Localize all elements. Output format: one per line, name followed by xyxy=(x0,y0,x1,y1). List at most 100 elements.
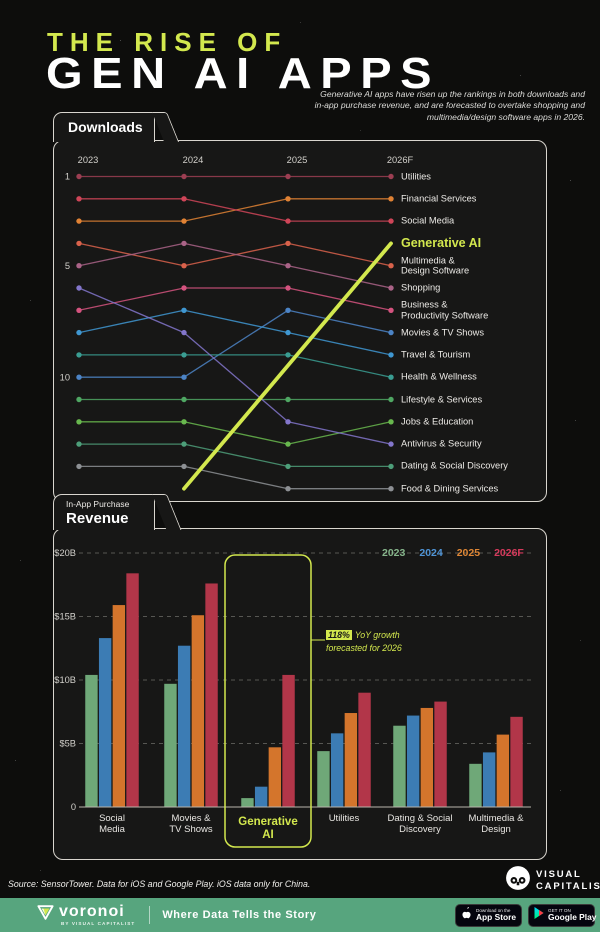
bump-point-lifestyle-services xyxy=(181,396,187,403)
google-play-badge[interactable]: GET IT ON Google Play xyxy=(528,903,597,927)
legend-item-2026f: 2026F xyxy=(494,547,524,559)
bump-point-dating-social-discovery xyxy=(388,463,394,470)
bump-point-social-media xyxy=(388,218,394,224)
legend-item-2024: 2024 xyxy=(419,547,443,559)
source-note: Source: SensorTower. Data for iOS and Go… xyxy=(8,879,311,889)
bar-multimedia-design-2024 xyxy=(482,752,496,807)
y-tick-0: 0 xyxy=(71,802,76,812)
appstore-top-text: Download on the xyxy=(476,907,511,913)
bump-point-jobs-education xyxy=(181,419,187,425)
revenue-tab: In-App Purchase Revenue xyxy=(53,494,155,530)
revenue-bar-chart: $20B $15B $10B $5B 0 Social Media Movies & TV Sh… xyxy=(54,548,531,848)
voronoi-wordmark: voronoi BY VISUAL CAPITALIST xyxy=(59,904,136,927)
bump-label-shopping: Shopping xyxy=(401,282,441,293)
voronoi-byline: BY VISUAL CAPITALIST xyxy=(61,921,136,926)
bump-point-social-media xyxy=(76,196,82,202)
visual-capitalist-mark-icon xyxy=(505,865,531,896)
revenue-tab-label-big: Revenue xyxy=(66,510,129,527)
bump-point-travel-tourism xyxy=(181,307,187,313)
bump-line-movies-tv-shows xyxy=(78,309,392,378)
growth-annotation: 118% YoY growth forecasted for 2026 xyxy=(326,629,402,655)
app-store-badge[interactable]: Download on the App Store xyxy=(455,903,522,927)
bump-line-shopping xyxy=(78,242,392,289)
subtitle-line: Generative AI apps have risen up the ran… xyxy=(320,89,585,99)
category-label-dating-social-discovery: Dating & Social Discovery xyxy=(388,813,453,835)
bar-movies-tv-shows-2023 xyxy=(164,683,177,807)
appstore-bottom-text: App Store xyxy=(476,911,517,922)
y-tick-15b: $15B xyxy=(54,612,76,622)
bump-point-jobs-education xyxy=(285,441,291,447)
revenue-tab-label-small: In-App Purchase xyxy=(66,499,130,509)
y-tick-5b: $5B xyxy=(59,739,76,749)
page-subtitle: Generative AI apps have risen up the ran… xyxy=(315,89,585,123)
page-title-line1: THE RISE OF xyxy=(47,27,288,57)
annotation-highlight: 118% xyxy=(326,630,352,640)
bump-point-financial-services xyxy=(76,218,82,224)
bump-label-jobs-education: Jobs & Education xyxy=(401,416,474,427)
gplay-bottom-text: Google Play xyxy=(548,911,597,922)
bump-line-dating-social-discovery xyxy=(78,443,392,468)
bump-year-label-2026f: 2026F xyxy=(387,155,414,165)
bump-point-travel-tourism xyxy=(388,352,394,358)
bar-social-media-2024 xyxy=(98,638,112,807)
bump-line-business-productivity-software xyxy=(78,287,392,311)
bump-label-social-media: Social Media xyxy=(401,215,455,226)
bump-label-health-wellness: Health & Wellness xyxy=(401,371,477,382)
bump-point-jobs-education xyxy=(76,419,82,425)
bump-point-lifestyle-services xyxy=(388,396,394,403)
category-label-social-media: Social Media xyxy=(99,813,126,835)
bump-point-travel-tourism xyxy=(285,329,291,336)
bump-point-dating-social-discovery xyxy=(76,441,82,447)
bar-generative-ai-2026f xyxy=(282,674,295,807)
bump-point-business-productivity-software xyxy=(76,307,82,313)
bar-multimedia-design-2025 xyxy=(496,734,510,807)
bump-point-utilities xyxy=(181,173,187,180)
bump-point-food-dining-services xyxy=(285,486,291,492)
bump-label-generative-ai: Generative AI xyxy=(401,236,482,251)
category-label-generative-ai: Generative AI xyxy=(238,816,297,841)
bar-generative-ai-2023 xyxy=(241,798,254,807)
downloads-tab: Downloads xyxy=(53,112,155,142)
divider xyxy=(149,906,151,924)
bump-rank-tick-5: 5 xyxy=(65,261,70,271)
bump-point-dating-social-discovery xyxy=(285,463,291,470)
generative-ai-highlight-box xyxy=(224,554,312,848)
bump-point-health-wellness xyxy=(76,352,82,358)
bump-rank-tick-10: 10 xyxy=(60,372,70,382)
bump-rank-tick-1: 1 xyxy=(65,172,70,182)
brand-bar: voronoi BY VISUAL CAPITALIST Where Data … xyxy=(0,898,600,932)
bump-point-lifestyle-services xyxy=(285,396,291,403)
bar-multimedia-design-2026f xyxy=(510,716,523,807)
bump-point-financial-services xyxy=(181,218,187,224)
vc-word-2: CAPITALIST xyxy=(536,880,600,892)
bar-social-media-2026f xyxy=(126,573,139,807)
bump-point-jobs-education xyxy=(388,419,394,425)
bump-label-lifestyle-services: Lifestyle & Services xyxy=(401,394,483,405)
bump-label-travel-tourism: Travel & Tourism xyxy=(401,349,471,360)
bump-point-lifestyle-services xyxy=(76,396,82,403)
bump-point-social-media xyxy=(285,218,291,224)
bump-point-movies-tv-shows xyxy=(388,329,394,336)
bump-year-label-2024: 2024 xyxy=(183,155,204,165)
bar-utilities-2026f xyxy=(358,692,371,807)
vc-word-1: VISUAL xyxy=(536,869,582,881)
visual-capitalist-logo: VISUAL CAPITALIST xyxy=(505,865,600,896)
bump-line-food-dining-services xyxy=(78,465,392,490)
bar-utilities-2025 xyxy=(344,713,358,807)
category-label-utilities: Utilities xyxy=(329,813,360,824)
bump-point-food-dining-services xyxy=(76,463,82,470)
bump-point-utilities xyxy=(285,173,291,180)
bump-point-financial-services xyxy=(285,196,291,202)
y-tick-20b: $20B xyxy=(54,548,76,558)
bar-multimedia-design-2023 xyxy=(469,763,482,807)
bump-label-financial-services: Financial Services xyxy=(401,193,477,204)
bump-line-travel-tourism xyxy=(78,309,392,356)
downloads-panel: 2023 2024 2025 2026F 1 5 10 Utilities Financial… xyxy=(53,140,547,502)
bump-label-utilities: Utilities xyxy=(401,171,431,182)
bump-point-business-productivity-software xyxy=(285,285,291,291)
bump-label-dating-social-discovery: Dating & Social Discovery xyxy=(401,461,508,472)
bump-point-health-wellness xyxy=(388,374,394,380)
category-label-movies-tv-shows: Movies & TV Shows xyxy=(169,813,213,835)
bump-point-social-media xyxy=(181,196,187,202)
bump-line-generative-ai xyxy=(182,241,393,491)
